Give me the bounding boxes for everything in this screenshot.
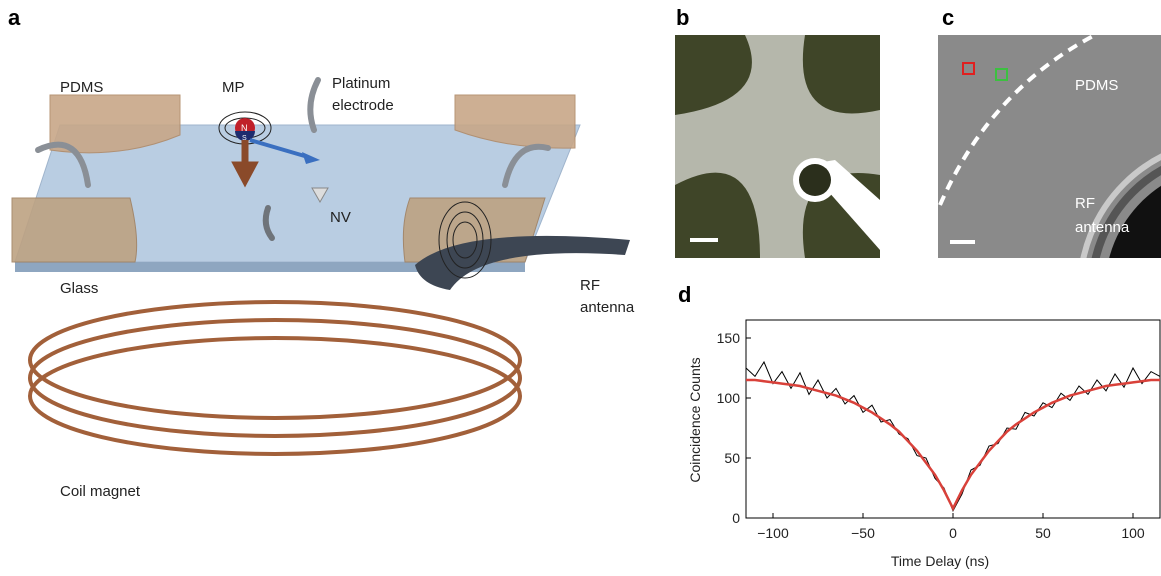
label: PDMS xyxy=(1075,77,1118,94)
electrode xyxy=(307,77,321,133)
pdms-block xyxy=(11,197,138,263)
label: NV xyxy=(330,209,351,226)
x-tick-label: −50 xyxy=(851,525,875,541)
coil-magnet xyxy=(28,300,522,456)
pdms-block xyxy=(454,94,576,149)
y-tick-label: 100 xyxy=(717,390,741,406)
rf-antenna xyxy=(415,235,630,290)
label: RF xyxy=(1075,195,1095,212)
panel-label: b xyxy=(676,5,689,30)
panel-label: d xyxy=(678,282,691,307)
particle-south xyxy=(235,131,255,141)
label: PDMS xyxy=(60,79,103,96)
setup-diagram: a PDMS MP N S Platinum electrode NV Glas… xyxy=(8,5,635,500)
x-tick-label: 0 xyxy=(949,525,957,541)
x-tick-label: −100 xyxy=(757,525,789,541)
label: electrode xyxy=(332,97,394,114)
plot-frame xyxy=(745,319,1161,519)
moment-arrow xyxy=(231,140,259,188)
panel-label: c xyxy=(942,5,954,30)
x-tick-label: 100 xyxy=(1121,525,1145,541)
y-tick-label: 0 xyxy=(732,510,740,526)
fit-line xyxy=(746,378,1160,512)
label: N xyxy=(241,123,248,133)
x-tick-label: 50 xyxy=(1035,525,1051,541)
pdms-block xyxy=(49,94,181,154)
label: Coil magnet xyxy=(60,483,141,500)
label: antenna xyxy=(580,299,635,316)
y-tick-label: 50 xyxy=(724,450,740,466)
panel-label: a xyxy=(8,5,21,30)
micrograph-b: b xyxy=(675,5,880,258)
label: S xyxy=(242,135,247,142)
glass-edge xyxy=(15,262,525,272)
label: antenna xyxy=(1075,219,1130,236)
data-line xyxy=(745,360,1161,512)
y-tick-label: 150 xyxy=(717,330,741,346)
electrode xyxy=(502,143,551,188)
label: RF xyxy=(580,277,600,294)
x-axis-title: Time Delay (ns) xyxy=(891,553,989,569)
y-axis-title: Coincidence Counts xyxy=(687,357,703,482)
label: MP xyxy=(222,79,245,96)
electrode xyxy=(35,141,91,188)
nv-diamond xyxy=(311,187,329,204)
moment-arrow xyxy=(249,138,309,159)
arrowhead xyxy=(302,152,320,164)
label: Glass xyxy=(60,280,98,297)
electrode xyxy=(262,205,275,241)
micrograph-c: c PDMS RF antenna xyxy=(938,5,1161,258)
label: Platinum xyxy=(332,75,390,92)
